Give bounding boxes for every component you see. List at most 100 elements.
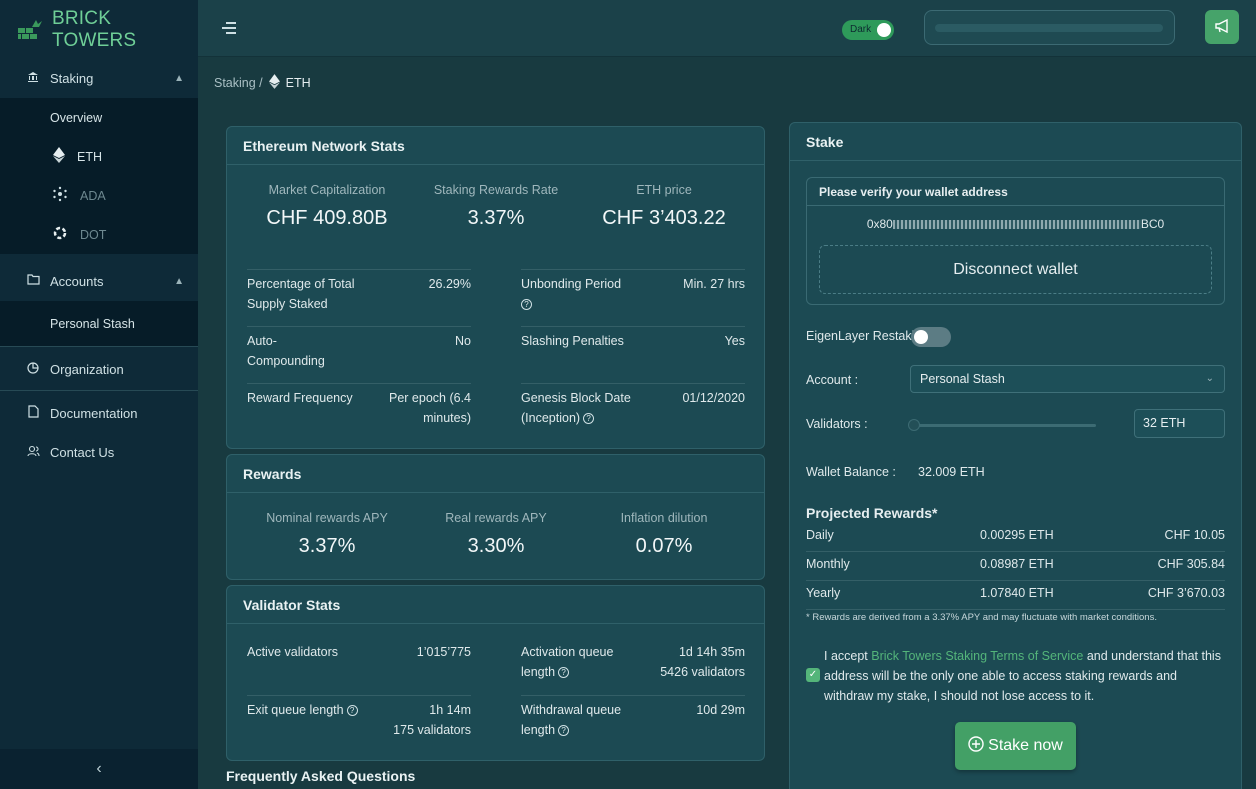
- nav-item-overview[interactable]: Overview: [0, 98, 198, 137]
- stat-row-value: Min. 27 hrs: [683, 277, 745, 291]
- projected-period: Yearly: [806, 586, 841, 600]
- nav-contact-label: Contact Us: [50, 444, 115, 460]
- validators-eth-input[interactable]: 32 ETH: [1134, 409, 1225, 438]
- account-select[interactable]: Personal Stash ⌄: [910, 365, 1225, 393]
- wallet-balance-value: 32.009 ETH: [918, 465, 985, 479]
- terms-link[interactable]: Brick Towers Staking Terms of Service: [871, 649, 1084, 663]
- rewards-disclaimer: * Rewards are derived from a 3.37% APY a…: [806, 612, 1157, 623]
- activation-queue-label-2: length: [521, 665, 556, 679]
- announcement-button[interactable]: [1205, 10, 1239, 44]
- validators-slider-track[interactable]: [916, 424, 1096, 427]
- ethereum-icon: [53, 147, 65, 166]
- ethereum-icon: [268, 74, 280, 92]
- exit-queue-time: 1h 14m: [429, 703, 471, 717]
- stat-row-key: Activation queue length?: [521, 642, 613, 682]
- document-icon: [26, 405, 40, 421]
- dark-mode-toggle[interactable]: Dark: [842, 20, 894, 40]
- menu-toggle-icon[interactable]: [222, 22, 236, 34]
- stat-row: Genesis Block Date (Inception)? 01/12/20…: [521, 383, 745, 440]
- eth-price-stat: ETH price CHF 3’403.22: [584, 183, 744, 230]
- inflation-stat: Inflation dilution 0.07%: [584, 511, 744, 558]
- nav-organization[interactable]: Organization: [0, 349, 198, 389]
- nav-item-personal-stash[interactable]: Personal Stash: [0, 301, 198, 346]
- stat-value: 3.30%: [467, 535, 525, 557]
- nav-item-dot[interactable]: DOT: [0, 215, 198, 254]
- help-icon[interactable]: ?: [583, 413, 595, 424]
- genesis-label: Genesis Block Date (Inception): [521, 391, 631, 425]
- stat-value: CHF 3’403.22: [602, 207, 726, 229]
- terms-consent-text: I accept Brick Towers Staking Terms of S…: [824, 646, 1229, 706]
- withdrawal-queue-label-2: length: [521, 723, 556, 737]
- help-icon[interactable]: ?: [346, 705, 358, 716]
- wallet-balance-label: Wallet Balance :: [806, 465, 896, 479]
- stake-now-button[interactable]: Stake now: [955, 722, 1076, 770]
- stat-value: 3.37%: [467, 207, 525, 229]
- nav-documentation-label: Documentation: [50, 405, 138, 421]
- account-select-value: Personal Stash: [920, 372, 1005, 386]
- plus-circle-icon: [968, 735, 984, 757]
- brick-logo-icon: [18, 18, 42, 42]
- consent-pre: I accept: [824, 649, 872, 663]
- stat-row-key: Genesis Block Date (Inception)?: [521, 388, 641, 428]
- megaphone-icon: [1214, 18, 1230, 36]
- terms-checkbox[interactable]: ✓: [806, 668, 820, 682]
- nav-item-eth[interactable]: ETH: [0, 137, 198, 176]
- stat-row: Activation queue length? 1d 14h 35m 5426 v…: [521, 638, 745, 695]
- stat-row: Reward Frequency Per epoch (6.4 minutes): [247, 383, 471, 440]
- help-icon[interactable]: ?: [521, 299, 532, 310]
- nav-staking-label: Staking: [50, 70, 94, 86]
- nav-staking-header[interactable]: Staking ▲: [0, 58, 198, 98]
- validator-stats-card: Validator Stats Active validators 1’015’…: [226, 585, 765, 761]
- activation-queue-time: 1d 14h 35m: [678, 645, 745, 659]
- redacted-address: [935, 24, 1163, 32]
- stat-row-value: 10d 29m: [696, 703, 745, 717]
- wallet-address: 0x80 BC0: [807, 217, 1224, 231]
- stat-row-key: Exit queue length?: [247, 700, 358, 720]
- nav-accounts-label: Accounts: [50, 273, 104, 289]
- exit-queue-count: 175 validators: [393, 723, 471, 737]
- stat-label: Market Capitalization: [268, 183, 386, 197]
- nav-item-overview-label: Overview: [50, 110, 103, 125]
- nav-organization-label: Organization: [50, 361, 124, 377]
- stat-label: Nominal rewards APY: [266, 511, 388, 525]
- stat-label: Staking Rewards Rate: [433, 183, 559, 197]
- stat-row-value: 1d 14h 35m 5426 validators: [660, 642, 745, 682]
- stake-card: Stake Please verify your wallet address …: [789, 122, 1242, 789]
- stat-row-value: 1h 14m 175 validators: [393, 700, 471, 740]
- nav-item-dot-label: DOT: [80, 227, 107, 242]
- help-icon[interactable]: ?: [558, 667, 570, 678]
- toggle-knob: [914, 330, 928, 344]
- stat-row-value: Yes: [724, 334, 745, 348]
- validators-slider-handle[interactable]: [908, 419, 920, 431]
- real-apy-stat: Real rewards APY 3.30%: [416, 511, 576, 558]
- stat-label: Real rewards APY: [445, 511, 547, 525]
- wallet-address-pill[interactable]: [924, 10, 1175, 45]
- breadcrumb-root[interactable]: Staking /: [214, 76, 263, 90]
- stat-row-key: Unbonding Period?: [521, 274, 621, 314]
- nav-item-ada[interactable]: ADA: [0, 176, 198, 215]
- eigenlayer-toggle[interactable]: [911, 327, 951, 347]
- nav-staking: Staking ▲ Overview ETH ADA: [0, 58, 198, 254]
- withdrawal-queue-label: Withdrawal queue: [521, 703, 622, 717]
- stake-now-label: Stake now: [988, 737, 1063, 754]
- stake-title: Stake: [790, 123, 1241, 161]
- validator-stats-title: Validator Stats: [227, 586, 764, 624]
- help-icon[interactable]: ?: [558, 725, 570, 736]
- projected-chf: CHF 10.05: [1164, 528, 1225, 542]
- stat-row-key: Percentage of Total Supply Staked: [247, 277, 355, 311]
- nav-documentation[interactable]: Documentation: [0, 393, 198, 433]
- pie-chart-icon: [26, 361, 40, 377]
- disconnect-wallet-button[interactable]: Disconnect wallet: [819, 245, 1212, 294]
- sidebar-divider: [0, 346, 198, 347]
- verify-wallet-title: Please verify your wallet address: [807, 178, 1224, 206]
- projected-chf: CHF 305.84: [1157, 557, 1225, 571]
- nav-contact[interactable]: Contact Us: [0, 432, 198, 472]
- stat-row-value: Per epoch (6.4 minutes): [389, 391, 471, 425]
- nav-item-ada-label: ADA: [80, 188, 106, 203]
- nav-accounts-header[interactable]: Accounts ▲: [0, 261, 198, 301]
- brand-logo[interactable]: BRICK TOWERS: [18, 8, 198, 51]
- chevron-left-icon: ‹: [96, 760, 102, 777]
- sidebar: BRICK TOWERS Staking ▲ Overview ETH: [0, 0, 198, 789]
- toggle-knob: [877, 23, 891, 37]
- sidebar-collapse-button[interactable]: ‹: [0, 749, 198, 789]
